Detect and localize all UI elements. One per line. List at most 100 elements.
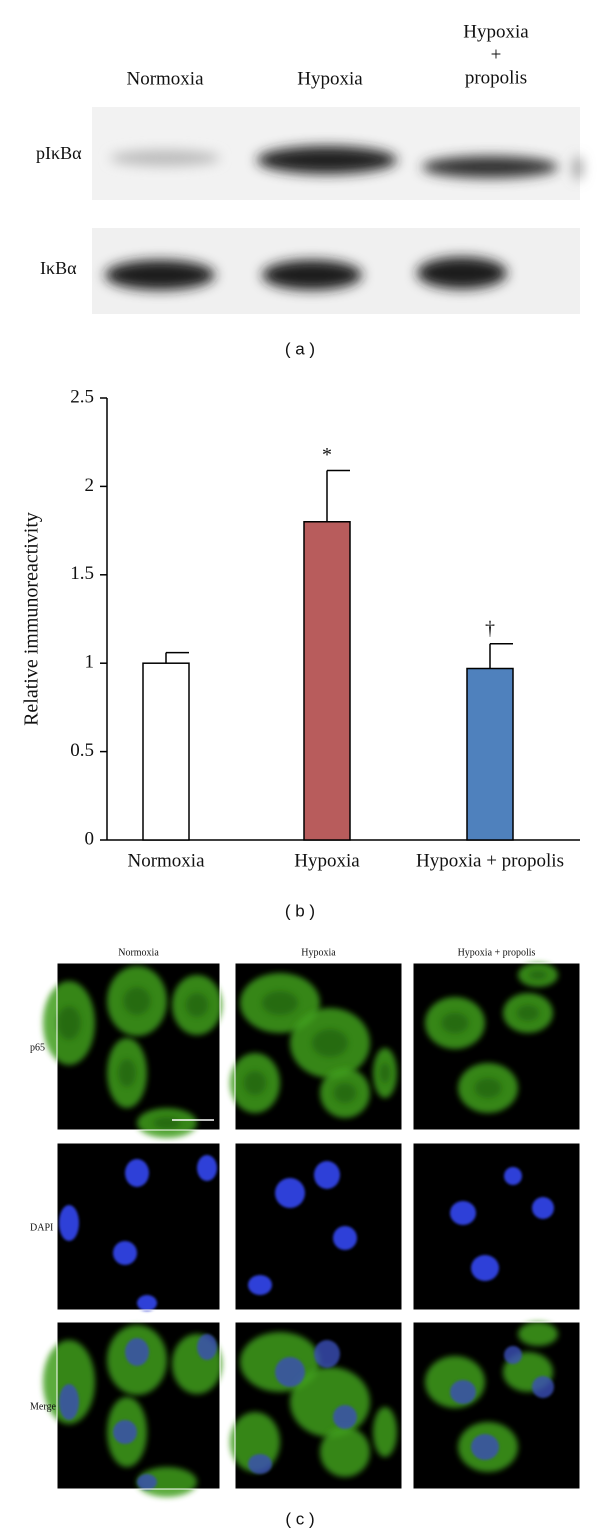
nucleus (504, 1346, 522, 1364)
blot-row-label: IκBα (40, 258, 77, 278)
row-label: p65 (30, 1042, 45, 1053)
nucleus (248, 1275, 272, 1295)
nucleus (450, 1380, 476, 1404)
y-tick-label: 0 (85, 828, 95, 849)
nucleus-shadow (262, 991, 298, 1015)
panel-label: ( a ) (285, 339, 315, 358)
nucleus-shadow (333, 1083, 357, 1103)
nucleus (113, 1241, 137, 1265)
nucleus (471, 1434, 499, 1460)
nucleus (248, 1454, 272, 1474)
micrograph (412, 1321, 581, 1490)
panel-label: ( c ) (285, 1509, 314, 1528)
significance-marker: † (485, 617, 495, 639)
cells (59, 1155, 217, 1311)
column-label: Hypoxia (301, 947, 336, 958)
error-bar (489, 643, 513, 669)
nucleus-shadow (243, 1071, 267, 1095)
cell (373, 1407, 397, 1457)
nucleus (275, 1357, 305, 1387)
error-bar (326, 469, 350, 522)
micrograph-background (413, 1143, 580, 1310)
cells (230, 1332, 397, 1477)
nucleus-shadow (379, 1063, 391, 1083)
microscopy (43, 962, 581, 1497)
nucleus-shadow (118, 1059, 136, 1087)
nucleus-shadow (57, 1006, 81, 1040)
nucleus (197, 1155, 217, 1181)
nucleus-shadow (529, 970, 547, 980)
micrograph-frame (234, 1142, 403, 1311)
micrograph-frame (412, 1321, 581, 1490)
y-tick-label: 1.5 (70, 563, 94, 584)
nucleus-shadow (474, 1078, 502, 1098)
micrograph (230, 1321, 403, 1490)
bar (303, 521, 351, 841)
significance-marker: * (322, 444, 332, 466)
cell (320, 1427, 370, 1477)
blot-bands (105, 146, 582, 290)
y-tick-label: 2 (85, 475, 95, 496)
error-bar (165, 651, 189, 664)
lane-label: Normoxia (126, 68, 204, 89)
cells (230, 973, 397, 1118)
cells (450, 1167, 554, 1281)
micrograph-frame (56, 1321, 221, 1490)
lane-label: + (491, 44, 502, 65)
nucleus (125, 1159, 149, 1187)
cells (248, 1161, 357, 1295)
x-tick-label: Hypoxia + propolis (416, 850, 564, 871)
nucleus (113, 1420, 137, 1444)
bar (466, 667, 514, 841)
cells (43, 1325, 222, 1497)
nucleus (59, 1205, 79, 1241)
micrograph (43, 1321, 222, 1497)
x-tick-label: Hypoxia (294, 850, 360, 871)
nucleus (450, 1201, 476, 1225)
cell (518, 1322, 558, 1346)
micrograph (234, 1142, 403, 1311)
blot-row-label: pIκBα (36, 143, 82, 163)
cell (43, 1340, 95, 1424)
micrograph-frame (234, 962, 403, 1131)
y-tick-label: 2.5 (70, 386, 94, 407)
nucleus (333, 1405, 357, 1429)
row-label: Merge (30, 1401, 56, 1412)
micrograph-frame (412, 962, 581, 1131)
nucleus (314, 1340, 340, 1368)
nucleus-shadow (123, 987, 151, 1015)
micrograph-frame (56, 1142, 221, 1311)
nucleus (197, 1334, 217, 1360)
panel-label: ( b ) (285, 901, 315, 920)
y-tick-label: 0.5 (70, 740, 94, 761)
micrograph (56, 1142, 221, 1311)
micrograph-frame (412, 1142, 581, 1311)
cells (425, 963, 558, 1113)
bar-chart: 0 0.5 1 1.5 2 2.5 Normoxia Hypoxia * Hypoxia + pr… (70, 386, 580, 871)
nucleus-shadow (516, 1005, 540, 1021)
y-axis-label: Relative immunoreactivity (21, 512, 43, 726)
nucleus-shadow (441, 1012, 469, 1034)
cells (425, 1322, 558, 1472)
nucleus (333, 1226, 357, 1250)
column-label: Hypoxia + propolis (458, 947, 536, 958)
micrograph (412, 962, 581, 1131)
nucleus (314, 1161, 340, 1189)
micrograph (43, 962, 222, 1138)
nucleus-shadow (153, 1117, 181, 1129)
nucleus (532, 1376, 554, 1398)
y-tick-label: 1 (85, 652, 95, 673)
nucleus (471, 1255, 499, 1281)
micrograph (230, 962, 403, 1131)
nucleus (125, 1338, 149, 1366)
nucleus (275, 1178, 305, 1208)
western-blot (92, 107, 582, 314)
lane-label: propolis (465, 67, 527, 88)
nucleus (137, 1295, 157, 1311)
row-label: DAPI (30, 1222, 53, 1233)
nucleus (137, 1474, 157, 1490)
bar (142, 662, 190, 841)
nucleus-shadow (312, 1029, 348, 1057)
nucleus (504, 1167, 522, 1185)
